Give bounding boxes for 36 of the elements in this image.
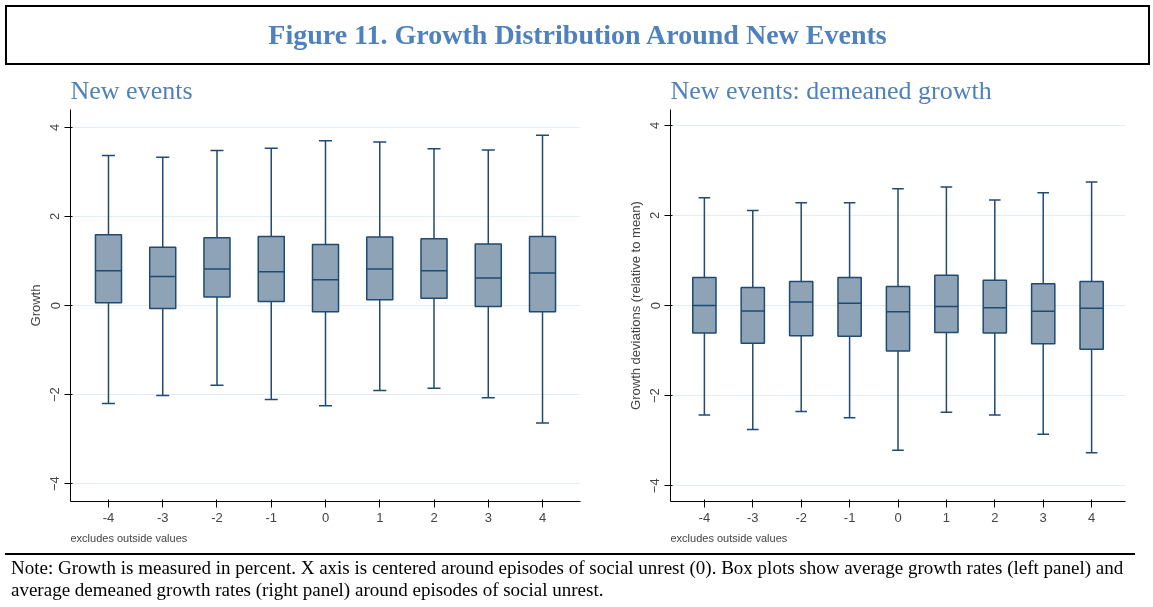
y-tick-label: −2 (47, 387, 63, 402)
x-tick-label: 0 (321, 509, 330, 525)
x-tick-label: 0 (894, 509, 902, 525)
text: excludes outside values (70, 531, 188, 544)
x-tick-label: -2 (795, 509, 807, 525)
y-tick-label: 4 (647, 121, 663, 129)
x-tick-label: -1 (843, 509, 856, 525)
x-tick-label: 2 (991, 509, 999, 525)
x-tick-label: 3 (1039, 509, 1047, 525)
x-tick-label: 4 (1088, 509, 1096, 525)
y-tick-label: 0 (647, 301, 663, 310)
x-tick-label: -4 (102, 509, 115, 525)
y-tick-label: 4 (47, 123, 63, 131)
x-tick-label: 2 (430, 509, 438, 525)
y-axis-title: Growth (27, 284, 43, 327)
text: excludes outside values (670, 531, 788, 544)
x-tick-label: -3 (156, 509, 169, 525)
x-tick-label: 1 (942, 509, 951, 525)
y-tick-label: −4 (47, 476, 63, 492)
chart-title: New events: demeaned growth (670, 75, 992, 105)
x-tick-label: -1 (265, 509, 278, 525)
text: Note: Growth is measured in percent. X axis is centered around episodes of social unrest (0). Box plots show average growth rates (left panel) and average demeaned growth rates (right panel) around episodes of social unrest. (5, 553, 1135, 603)
y-tick-label: 2 (647, 211, 663, 219)
caption: Figure 11. Growth Distribution Around New Events (5, 5, 1150, 65)
y-tick-label: 2 (47, 212, 63, 221)
x-tick-label: -3 (747, 509, 759, 525)
y-tick-label: 0 (47, 301, 63, 310)
x-tick-label: -2 (211, 509, 223, 525)
y-tick-label: −2 (647, 388, 663, 404)
y-tick-label: −4 (647, 478, 663, 494)
x-tick-label: -4 (698, 509, 711, 525)
x-tick-label: 3 (484, 509, 492, 525)
x-tick-label: 4 (538, 509, 547, 525)
y-axis-title: Growth deviations (relative to mean) (627, 201, 643, 410)
x-tick-label: 1 (376, 509, 384, 525)
chart-title: New events (70, 75, 193, 105)
